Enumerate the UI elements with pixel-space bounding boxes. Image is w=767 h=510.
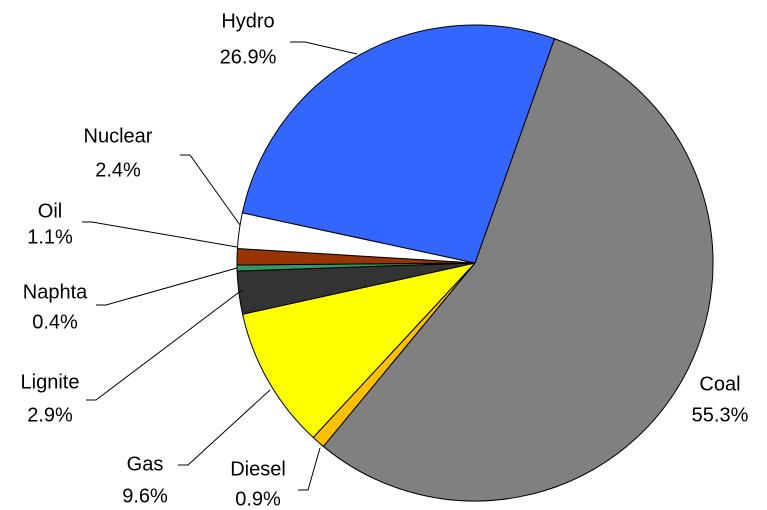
pie-slice <box>241 24 556 264</box>
category-label: Hydro <box>221 10 274 32</box>
category-label: Nuclear <box>84 125 153 147</box>
leader-line <box>290 41 358 55</box>
leader-line <box>298 447 321 491</box>
value-label: 26.9% <box>220 46 277 68</box>
category-label: Naphta <box>23 281 88 303</box>
value-label: 1.1% <box>27 226 73 248</box>
value-label: 0.4% <box>32 311 78 333</box>
leader-line <box>178 389 271 466</box>
leader-line <box>86 289 243 401</box>
leader-line <box>180 154 241 226</box>
value-label: 0.9% <box>235 488 281 510</box>
leader-lines <box>82 41 358 491</box>
value-label: 2.9% <box>27 404 73 426</box>
pie-slice <box>322 38 714 502</box>
pie-slice <box>241 262 477 439</box>
labels: Coal 55.3% Diesel 0.9% Gas 9.6% Lignite 2.9% Nap… <box>21 10 749 510</box>
value-label: 2.4% <box>95 159 141 181</box>
category-label: Coal <box>699 373 740 395</box>
value-label: 55.3% <box>692 404 749 426</box>
pie <box>236 24 714 502</box>
leader-line <box>82 221 238 248</box>
category-label: Diesel <box>230 458 286 480</box>
category-label: Lignite <box>21 371 80 393</box>
category-label: Oil <box>38 200 62 222</box>
leader-line <box>96 267 238 306</box>
category-label: Gas <box>127 453 164 475</box>
value-label: 9.6% <box>122 485 168 507</box>
